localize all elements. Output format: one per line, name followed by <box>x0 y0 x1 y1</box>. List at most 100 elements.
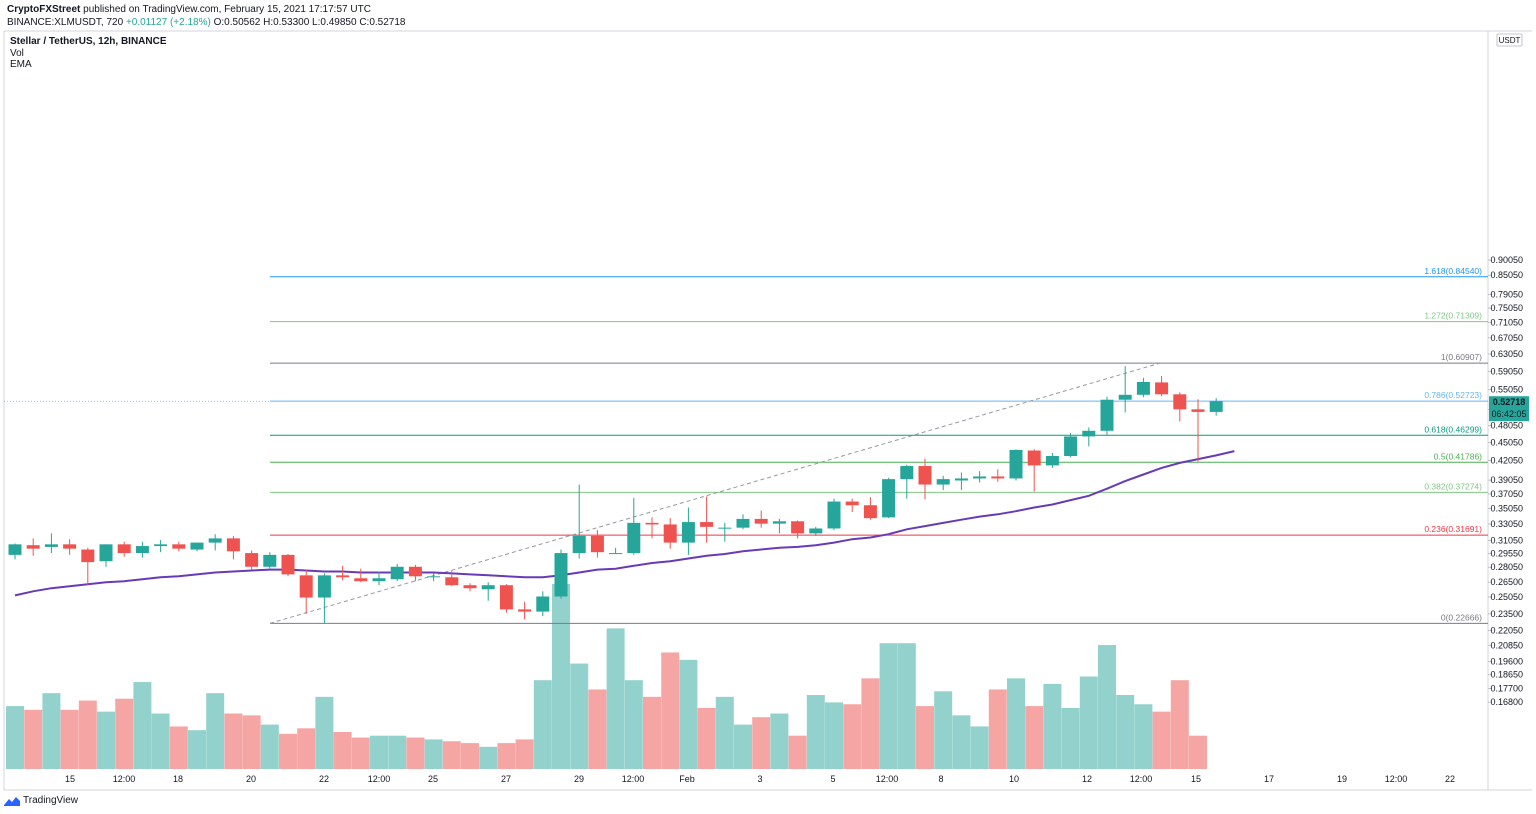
candle <box>117 541 131 557</box>
candle <box>336 565 350 581</box>
volume-bar <box>1079 676 1098 769</box>
volume-bar <box>715 696 734 769</box>
candle <box>554 549 568 599</box>
candle <box>572 484 586 559</box>
tradingview-icon <box>4 796 20 806</box>
candle <box>809 526 823 536</box>
price-tick-label-3: 0.19600 <box>1490 657 1523 667</box>
candle <box>263 552 277 569</box>
price-tick-label-26: 0.79050 <box>1490 289 1523 299</box>
legend-ema[interactable]: EMA <box>10 59 32 70</box>
candle <box>718 522 732 542</box>
candle-body <box>863 505 877 519</box>
volume-bar <box>552 584 570 769</box>
candle-body <box>354 578 368 582</box>
tradingview-logo[interactable]: TradingView <box>4 795 78 806</box>
candle-body <box>518 609 532 612</box>
time-tick-label-15: 10 <box>1009 774 1019 784</box>
candle-body <box>1155 382 1169 395</box>
legend-symbol-title[interactable]: Stellar / TetherUS, 12h, BINANCE <box>10 36 167 47</box>
candle-body <box>81 549 95 563</box>
volume-bar <box>224 713 243 769</box>
candle-body <box>463 585 477 589</box>
price-tick-label-13: 0.35050 <box>1490 504 1523 514</box>
volume-bar <box>897 643 916 769</box>
time-tick-label-8: 29 <box>574 774 584 784</box>
candle <box>208 534 222 551</box>
volume-bar <box>1007 678 1025 769</box>
candle-body <box>44 544 58 547</box>
price-tick-label-17: 0.45050 <box>1490 438 1523 448</box>
fib-level-label-5: 0.786(0.52723) <box>1424 390 1482 400</box>
candle <box>390 563 404 582</box>
candle <box>882 477 896 519</box>
candle-body <box>572 535 586 554</box>
time-tick-label-21: 12:00 <box>1385 774 1408 784</box>
price-tick-label-10: 0.29550 <box>1490 549 1523 559</box>
time-tick-label-22: 22 <box>1445 774 1455 784</box>
candle <box>317 573 331 623</box>
ema-polyline[interactable] <box>14 450 1235 597</box>
candle <box>973 471 987 483</box>
candle <box>1009 449 1023 481</box>
candle <box>791 520 805 539</box>
price-tick-label-27: 0.85050 <box>1490 270 1523 280</box>
publisher-name[interactable]: CryptoFXStreet <box>7 4 81 15</box>
time-tick-label-12: 5 <box>830 774 835 784</box>
candle <box>663 518 677 549</box>
price-tick-label-12: 0.33050 <box>1490 519 1523 529</box>
volume-bar <box>679 659 698 769</box>
fib-trend-line[interactable] <box>269 362 1161 624</box>
volume-bar <box>315 696 334 769</box>
candle-body <box>1027 450 1041 466</box>
candle-body <box>26 545 40 549</box>
candle-body <box>1136 381 1150 395</box>
volume-bar <box>188 730 206 769</box>
volume-bar <box>988 689 1007 769</box>
candle <box>518 601 532 620</box>
candle-body <box>754 518 768 524</box>
time-tick-label-20: 19 <box>1337 774 1347 784</box>
candle <box>627 497 641 555</box>
volume-bar <box>806 695 825 769</box>
candle <box>863 497 877 520</box>
candle <box>1118 366 1132 413</box>
price-tick-label-6: 0.23500 <box>1490 609 1523 619</box>
candle-body <box>372 578 386 582</box>
volume-bar <box>752 717 771 769</box>
time-axis[interactable]: 15 12:00 18 20 22 12:00 25 27 29 12:00 Feb 3 5 12:00 8… <box>65 774 1455 784</box>
candle <box>954 472 968 491</box>
candle <box>772 518 786 534</box>
volume-bar <box>24 709 43 769</box>
fib-level-label-3: 0.5(0.41786) <box>1434 451 1482 461</box>
candle <box>700 496 714 543</box>
candle-body <box>8 544 22 555</box>
candle-body <box>263 554 277 567</box>
price-axis[interactable]: 0.16800 0.17700 0.18650 0.19600 0.20850 0.220… <box>1488 255 1523 707</box>
price-tick-label-1: 0.17700 <box>1490 683 1523 693</box>
candle-body <box>1082 430 1096 437</box>
price-tick-label-8: 0.26500 <box>1490 577 1523 587</box>
published-text: published on TradingView.com, February 1… <box>83 4 371 15</box>
candle-body <box>117 544 131 554</box>
ema-line <box>14 450 1235 597</box>
volume-bar <box>442 741 461 769</box>
price-tick-label-18: 0.48050 <box>1490 421 1523 431</box>
candle <box>63 539 77 555</box>
candle <box>900 464 914 499</box>
candle-body <box>663 524 677 543</box>
quote-change: +0.01127 (+2.18%) <box>125 17 211 28</box>
candle <box>226 535 240 560</box>
time-tick-label-9: 12:00 <box>622 774 645 784</box>
candle-body <box>718 527 732 529</box>
volume-bar <box>60 709 79 769</box>
candle <box>936 475 950 491</box>
time-tick-label-18: 15 <box>1191 774 1201 784</box>
time-tick-label-13: 12:00 <box>876 774 899 784</box>
candle-body <box>536 596 550 612</box>
time-tick-label-17: 12:00 <box>1130 774 1153 784</box>
price-tick-label-2: 0.18650 <box>1490 670 1523 680</box>
legend-volume[interactable]: Vol <box>10 47 24 59</box>
candle <box>1191 399 1205 462</box>
